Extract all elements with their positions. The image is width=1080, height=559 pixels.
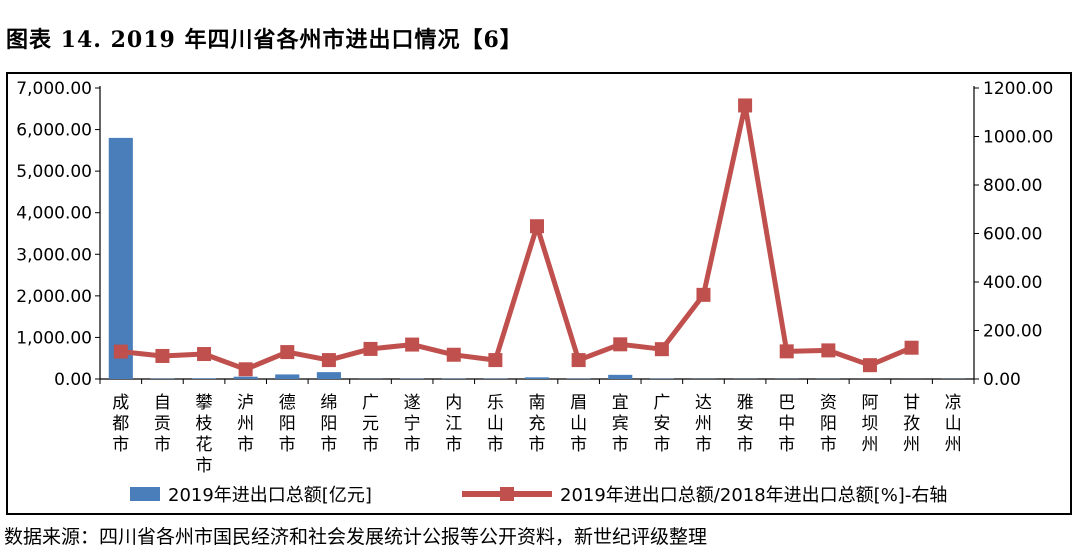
category-label: 甘孜州 — [903, 393, 920, 455]
category-label: 广安市 — [653, 393, 670, 455]
category-label: 成都市 — [112, 393, 129, 455]
right-axis-tick-label: 1000.00 — [983, 128, 1053, 148]
bar — [608, 374, 633, 379]
left-axis-tick-label: 1,000.00 — [16, 328, 92, 348]
category-labels: 成都市 自贡市 攀枝花市 泸州市 德阳市 绵阳市 广元市 遂宁市 内江市 乐山市 南充市 眉山市 宜宾市… — [112, 393, 961, 476]
bar — [524, 377, 550, 379]
line-marker — [821, 343, 836, 358]
axes: 0.00 1,000.00 2,000.00 3,000.00 4,000.00 5,00… — [16, 79, 1053, 390]
category-label: 泸州市 — [237, 393, 254, 455]
line-marker — [696, 287, 711, 302]
category-label: 雅安市 — [737, 393, 754, 455]
category-label: 内江市 — [445, 393, 462, 455]
line-marker — [280, 345, 295, 360]
legend-line-marker — [500, 487, 514, 501]
right-axis-tick-label: 400.00 — [983, 273, 1042, 293]
right-axis-tick-label: 0.00 — [983, 370, 1021, 390]
line-marker — [405, 337, 420, 352]
category-label: 达州市 — [695, 393, 712, 455]
right-axis-tick-label: 800.00 — [983, 176, 1042, 196]
right-axis-tick-label: 600.00 — [983, 225, 1042, 245]
left-axis-tick-label: 4,000.00 — [16, 204, 92, 224]
right-axis-tick-label: 1200.00 — [983, 79, 1053, 99]
left-axis-tick-label: 6,000.00 — [16, 121, 92, 141]
left-axis-tick-label: 2,000.00 — [16, 287, 92, 307]
category-label: 攀枝花市 — [196, 393, 213, 476]
line-marker — [238, 362, 253, 377]
line-marker — [779, 344, 794, 359]
category-label: 绵阳市 — [320, 393, 337, 455]
line-series — [113, 98, 919, 377]
category-label: 自贡市 — [154, 393, 171, 455]
category-label: 广元市 — [362, 393, 379, 455]
line-marker — [904, 340, 919, 355]
left-axis-tick-label: 3,000.00 — [16, 245, 92, 265]
left-axis-tick-label: 7,000.00 — [16, 79, 92, 99]
category-label: 乐山市 — [487, 393, 504, 455]
category-label: 德阳市 — [279, 393, 296, 455]
bar — [275, 374, 300, 379]
series-line — [120, 103, 913, 372]
line-marker — [530, 219, 544, 234]
category-label: 阿坝州 — [861, 393, 878, 455]
legend-line-label: 2019年进出口总额/2018年进出口总额[%]-右轴 — [560, 485, 947, 506]
line-marker — [446, 347, 461, 362]
bar — [108, 137, 133, 379]
source-note: 数据来源：四川省各州市国民经济和社会发展统计公报等公开资料，新世纪评级整理 — [4, 526, 708, 548]
figure-title: 图表 14. 2019 年四川省各州市进出口情况【6】 — [6, 27, 523, 53]
category-label: 眉山市 — [570, 393, 587, 455]
left-axis-tick-label: 0.00 — [54, 370, 92, 390]
legend-bar-swatch — [130, 487, 160, 501]
line-marker — [197, 347, 212, 362]
category-label: 凉山州 — [945, 393, 962, 455]
line-marker — [321, 353, 336, 368]
chart-frame — [6, 72, 1072, 515]
bar — [316, 372, 341, 379]
line-marker — [363, 341, 378, 356]
line-marker — [738, 98, 753, 113]
line-marker — [113, 344, 128, 359]
category-label: 遂宁市 — [404, 393, 421, 455]
line-marker — [488, 353, 503, 368]
legend: 2019年进出口总额[亿元] 2019年进出口总额/2018年进出口总额[%]-… — [130, 485, 947, 506]
category-label: 南充市 — [529, 393, 546, 455]
line-marker — [613, 337, 628, 352]
legend-bar-label: 2019年进出口总额[亿元] — [168, 485, 372, 506]
bar — [191, 378, 217, 379]
line-marker — [654, 342, 669, 357]
right-axis-tick-label: 200.00 — [983, 322, 1042, 342]
line-marker — [571, 353, 586, 368]
line-marker — [862, 358, 877, 373]
bar-series — [108, 137, 966, 379]
bar — [233, 376, 258, 379]
category-label: 宜宾市 — [612, 393, 629, 455]
left-axis-tick-label: 5,000.00 — [16, 162, 92, 182]
category-label: 资阳市 — [820, 393, 837, 455]
line-marker — [155, 348, 170, 363]
category-label: 巴中市 — [778, 393, 795, 455]
